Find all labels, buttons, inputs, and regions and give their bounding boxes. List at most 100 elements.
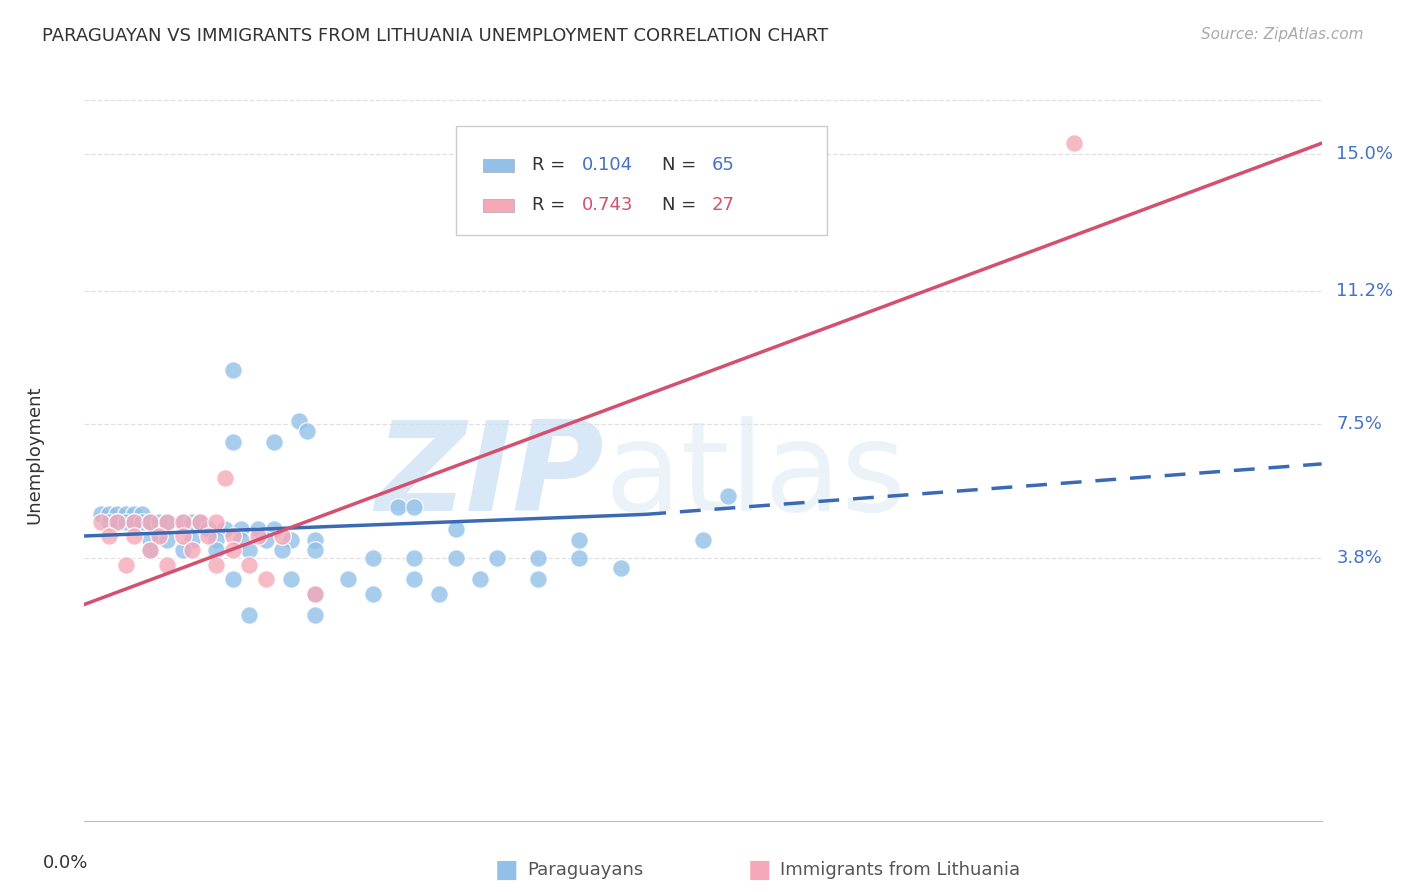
Text: R =: R = [533, 195, 571, 214]
Bar [482, 199, 515, 212]
Point [222, 572, 245, 586]
Point [148, 515, 170, 529]
Point [114, 515, 136, 529]
Text: 27: 27 [711, 195, 735, 214]
Point [122, 529, 145, 543]
Point [222, 435, 245, 450]
Point [105, 515, 128, 529]
Point [131, 515, 153, 529]
Bar [482, 159, 515, 172]
Point [156, 515, 179, 529]
Point [156, 533, 179, 547]
Point [246, 522, 269, 536]
Point [90, 515, 112, 529]
Point [172, 543, 194, 558]
Point [98, 515, 121, 529]
Point [271, 543, 294, 558]
Point [205, 543, 228, 558]
Point [180, 543, 202, 558]
Text: Source: ZipAtlas.com: Source: ZipAtlas.com [1201, 27, 1364, 42]
Point [404, 572, 426, 586]
Point [1063, 136, 1085, 151]
Point [304, 587, 326, 601]
Text: Paraguayans: Paraguayans [527, 861, 644, 879]
Point [222, 543, 245, 558]
Point [222, 363, 245, 377]
Point [404, 550, 426, 565]
Point [172, 515, 194, 529]
Point [304, 608, 326, 623]
Point [148, 529, 170, 543]
Point [122, 508, 145, 522]
Point [246, 529, 269, 543]
Point [90, 508, 112, 522]
Point [304, 543, 326, 558]
Text: atlas: atlas [605, 417, 905, 537]
Point [229, 533, 252, 547]
Point [105, 508, 128, 522]
Point [295, 425, 318, 439]
Point [304, 587, 326, 601]
Point [527, 572, 550, 586]
Text: 0.743: 0.743 [582, 195, 633, 214]
Point [205, 533, 228, 547]
Point [444, 550, 467, 565]
Point [609, 561, 631, 575]
Point [222, 529, 245, 543]
Point [288, 414, 311, 428]
Point [717, 489, 740, 503]
Point [387, 500, 409, 515]
Point [361, 587, 384, 601]
Point [404, 500, 426, 515]
Point [214, 522, 236, 536]
Point [98, 529, 121, 543]
Point [205, 558, 228, 572]
Point [139, 543, 162, 558]
Text: PARAGUAYAN VS IMMIGRANTS FROM LITHUANIA UNEMPLOYMENT CORRELATION CHART: PARAGUAYAN VS IMMIGRANTS FROM LITHUANIA … [42, 27, 828, 45]
Text: R =: R = [533, 155, 571, 174]
Point [263, 435, 285, 450]
Point [229, 522, 252, 536]
Point [214, 471, 236, 485]
Point [98, 508, 121, 522]
Text: ZIP: ZIP [375, 417, 605, 537]
Point [280, 533, 302, 547]
Point [568, 533, 591, 547]
Point [238, 558, 260, 572]
Point [254, 533, 277, 547]
Text: 65: 65 [711, 155, 734, 174]
Point [139, 515, 162, 529]
Point [337, 572, 360, 586]
Point [254, 572, 277, 586]
FancyBboxPatch shape [456, 126, 827, 235]
Point [427, 587, 450, 601]
Point [485, 550, 508, 565]
Point [238, 543, 260, 558]
Point [263, 522, 285, 536]
Point [188, 515, 211, 529]
Point [139, 533, 162, 547]
Text: Unemployment: Unemployment [25, 385, 44, 524]
Point [271, 529, 294, 543]
Point [197, 529, 219, 543]
Text: N =: N = [662, 195, 702, 214]
Point [114, 558, 136, 572]
Point [527, 550, 550, 565]
Text: 0.0%: 0.0% [44, 854, 89, 871]
Point [692, 533, 714, 547]
Point [172, 515, 194, 529]
Point [568, 550, 591, 565]
Point [122, 515, 145, 529]
Point [197, 522, 219, 536]
Text: 15.0%: 15.0% [1337, 145, 1393, 163]
Text: N =: N = [662, 155, 702, 174]
Point [188, 515, 211, 529]
Point [139, 543, 162, 558]
Point [238, 608, 260, 623]
Text: 0.104: 0.104 [582, 155, 633, 174]
Point [470, 572, 492, 586]
Point [156, 558, 179, 572]
Point [361, 550, 384, 565]
Point [105, 515, 128, 529]
Point [205, 515, 228, 529]
